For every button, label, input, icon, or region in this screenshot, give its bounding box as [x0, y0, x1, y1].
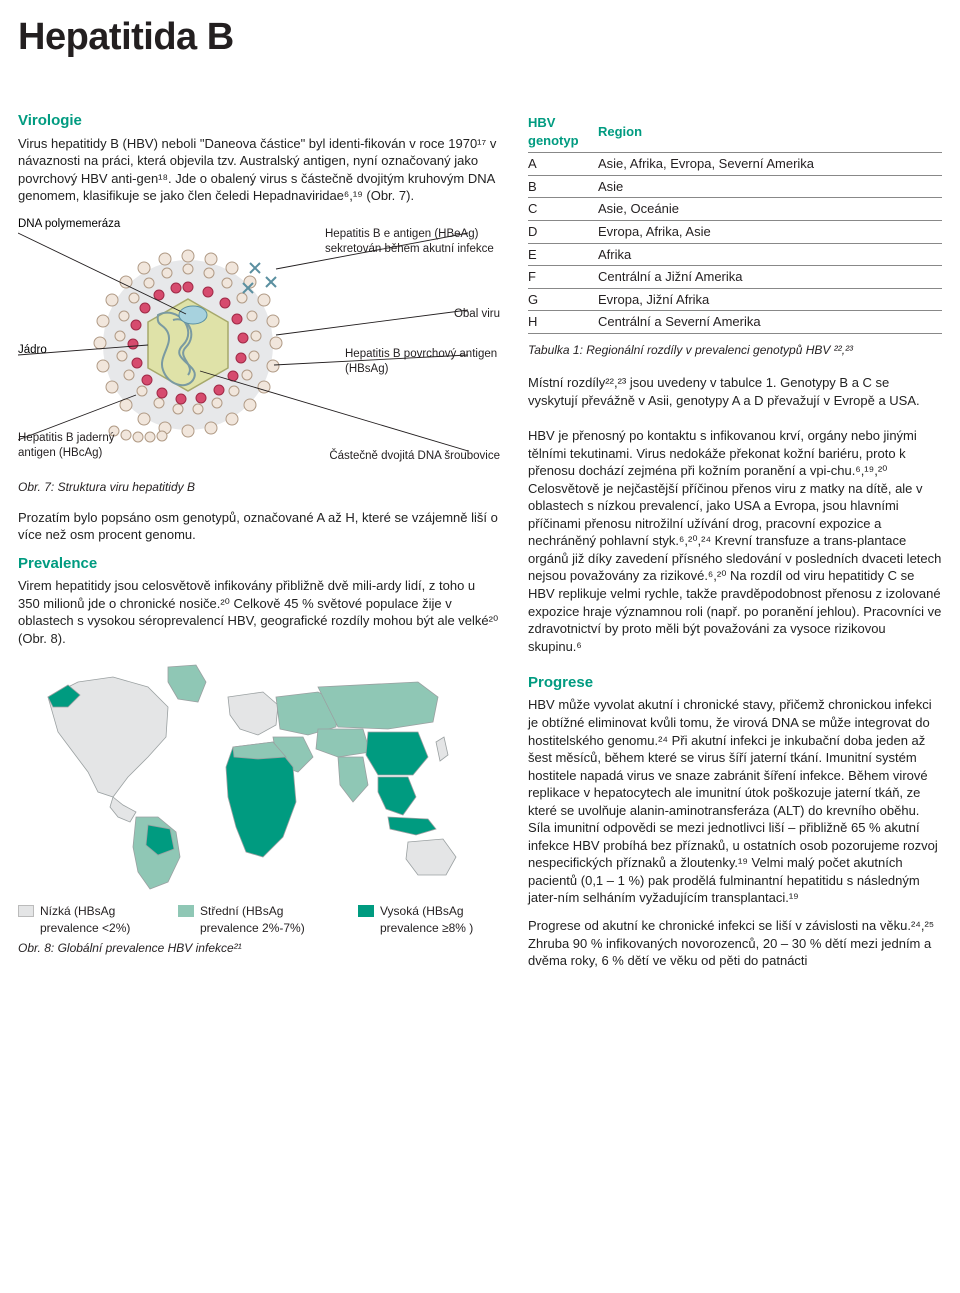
heading-prevalence: Prevalence	[18, 554, 500, 574]
transmission-paragraph: HBV je přenosný po kontaktu s infikovano…	[528, 427, 942, 655]
heading-virologie: Virologie	[18, 111, 500, 131]
heading-progrese: Progrese	[528, 673, 942, 693]
label-hbcag: Hepatitis B jaderný antigen (HBcAg)	[18, 431, 148, 462]
legend-high: Vysoká (HBsAg prevalence ≥8% )	[358, 903, 500, 935]
cell-genotype: H	[528, 311, 598, 334]
table-row: FCentrální a Jižní Amerika	[528, 266, 942, 289]
table-row: EAfrika	[528, 243, 942, 266]
cell-region: Asie, Oceánie	[598, 198, 942, 221]
cell-genotype: D	[528, 221, 598, 244]
legend-low-label: Nízká (HBsAg prevalence <2%)	[40, 903, 150, 935]
map-russia	[318, 682, 438, 729]
virologie-paragraph: Virus hepatitidy B (HBV) neboli "Daneova…	[18, 135, 500, 205]
swatch-low	[18, 905, 34, 917]
cell-region: Centrální a Severní Amerika	[598, 311, 942, 334]
cell-region: Evropa, Jižní Afrika	[598, 288, 942, 311]
fig7-caption: Obr. 7: Struktura viru hepatitidy B	[18, 479, 500, 495]
legend-low: Nízká (HBsAg prevalence <2%)	[18, 903, 150, 935]
genotype-table-body: AAsie, Afrika, Evropa, Severní Amerika B…	[528, 153, 942, 333]
progrese-paragraph-2: Progrese od akutní ke chronické infekci …	[528, 917, 942, 970]
label-polymerase: DNA polymemeráza	[18, 218, 121, 230]
table-row: GEvropa, Jižní Afrika	[528, 288, 942, 311]
prevalence-paragraph: Virem hepatitidy jsou celosvětově infiko…	[18, 577, 500, 647]
label-dna: Částečně dvojitá DNA šroubovice	[295, 449, 500, 465]
th-genotype: HBV genotyp	[528, 111, 598, 153]
th-region: Region	[598, 111, 942, 153]
label-envelope: Obal viru	[420, 307, 500, 323]
cell-genotype: E	[528, 243, 598, 266]
cell-genotype: F	[528, 266, 598, 289]
table-row: HCentrální a Severní Amerika	[528, 311, 942, 334]
cell-region: Asie	[598, 175, 942, 198]
regional-paragraph: Místní rozdíly²²,²³ jsou uvedeny v tabul…	[528, 374, 942, 409]
genotype-table: HBV genotyp Region AAsie, Afrika, Evropa…	[528, 111, 942, 333]
legend-mid-label: Střední (HBsAg prevalence 2%-7%)	[200, 903, 330, 935]
cell-region: Asie, Afrika, Evropa, Severní Amerika	[598, 153, 942, 176]
cell-genotype: G	[528, 288, 598, 311]
map-legend: Nízká (HBsAg prevalence <2%) Střední (HB…	[18, 903, 500, 935]
map-china	[366, 732, 428, 775]
cell-genotype: B	[528, 175, 598, 198]
label-hbeag: Hepatitis B e antigen (HBeAg) sekretován…	[325, 227, 500, 258]
genotypes-paragraph: Prozatím bylo popsáno osm genotypů, ozna…	[18, 509, 500, 544]
table-row: CAsie, Oceánie	[528, 198, 942, 221]
progrese-paragraph-1: HBV může vyvolat akutní i chronické stav…	[528, 696, 942, 907]
page-title: Hepatitida B	[18, 12, 942, 63]
table-row: DEvropa, Afrika, Asie	[528, 221, 942, 244]
left-column: Virologie Virus hepatitidy B (HBV) nebol…	[18, 111, 500, 979]
table1-caption: Tabulka 1: Regionální rozdíly v prevalen…	[528, 342, 942, 358]
cell-region: Centrální a Jižní Amerika	[598, 266, 942, 289]
right-column: HBV genotyp Region AAsie, Afrika, Evropa…	[528, 111, 942, 979]
world-prevalence-map	[18, 657, 468, 897]
table-row: BAsie	[528, 175, 942, 198]
swatch-mid	[178, 905, 194, 917]
label-hbsag: Hepatitis B povrchový antigen (HBsAg)	[345, 347, 500, 378]
cell-genotype: C	[528, 198, 598, 221]
table-row: AAsie, Afrika, Evropa, Severní Amerika	[528, 153, 942, 176]
cell-region: Evropa, Afrika, Asie	[598, 221, 942, 244]
swatch-high	[358, 905, 374, 917]
fig8-caption: Obr. 8: Globální prevalence HBV infekce²…	[18, 940, 500, 956]
legend-mid: Střední (HBsAg prevalence 2%-7%)	[178, 903, 330, 935]
label-core: Jádro	[18, 344, 47, 356]
cell-genotype: A	[528, 153, 598, 176]
legend-high-label: Vysoká (HBsAg prevalence ≥8% )	[380, 903, 500, 935]
cell-region: Afrika	[598, 243, 942, 266]
